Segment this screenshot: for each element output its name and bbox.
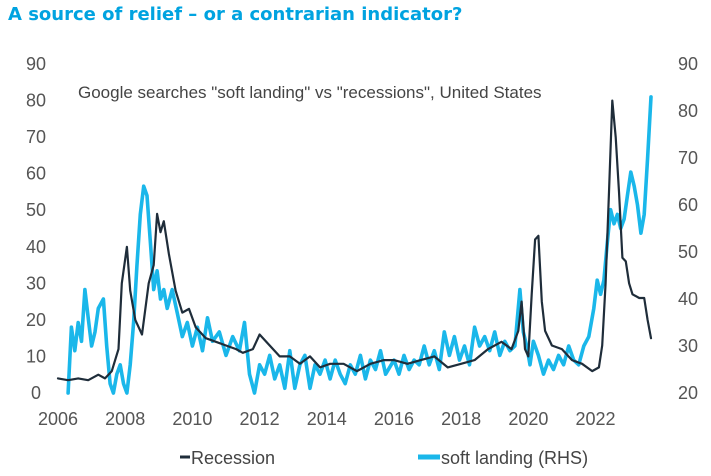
left-tick-label: 30 [26,273,46,293]
x-axis: 2006 2008 2010 2012 2014 2016 2018 2020 2022 [38,409,616,429]
left-axis: 0 10 20 30 40 50 60 70 80 90 [26,54,46,403]
right-tick-label: 50 [678,242,698,262]
left-tick-label: 40 [26,237,46,257]
x-tick-label: 2010 [172,409,212,429]
left-tick-label: 10 [26,346,46,366]
left-tick-label: 50 [26,200,46,220]
x-tick-label: 2012 [240,409,280,429]
x-tick-label: 2016 [374,409,414,429]
right-tick-label: 20 [678,383,698,403]
legend-soft-landing-label: soft landing (RHS) [441,448,588,468]
left-tick-label: 90 [26,54,46,74]
right-tick-label: 30 [678,336,698,356]
page-heading: A source of relief – or a contrarian ind… [8,4,463,25]
x-tick-label: 2014 [307,409,347,429]
soft-landing-line [66,95,653,395]
left-tick-label: 20 [26,310,46,330]
x-tick-label: 2018 [441,409,481,429]
legend: Recession soft landing (RHS) [180,448,588,468]
x-tick-label: 2008 [105,409,145,429]
right-tick-label: 80 [678,101,698,121]
recession-line [56,99,653,382]
right-tick-label: 60 [678,195,698,215]
right-tick-label: 70 [678,148,698,168]
plot-area [56,95,653,395]
right-tick-label: 40 [678,289,698,309]
left-tick-label: 70 [26,127,46,147]
right-axis: 20 30 40 50 60 70 80 90 [678,54,698,403]
legend-recession-label: Recession [191,448,275,468]
chart-title: Google searches "soft landing" vs "reces… [78,83,542,102]
left-tick-label: 80 [26,91,46,111]
left-tick-label: 60 [26,164,46,184]
x-tick-label: 2022 [576,409,616,429]
left-tick-label: 0 [31,383,41,403]
x-tick-label: 2006 [38,409,78,429]
right-tick-label: 90 [678,54,698,74]
x-tick-label: 2020 [508,409,548,429]
